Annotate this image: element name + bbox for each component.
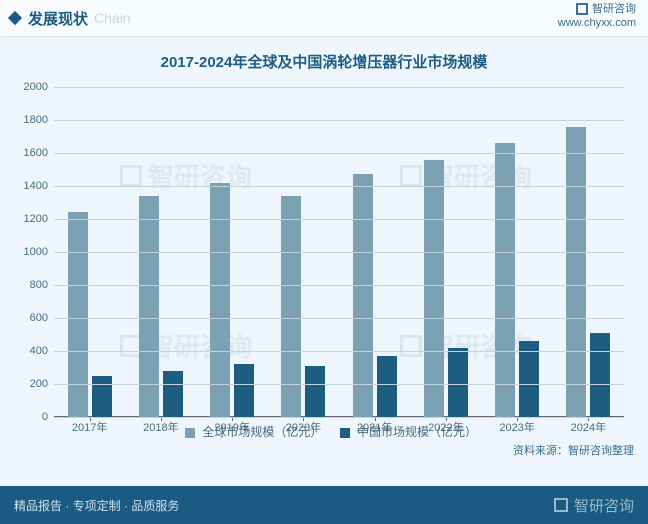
y-axis-label: 600 xyxy=(16,312,48,324)
bar xyxy=(305,366,325,417)
bar xyxy=(210,183,230,417)
brand-name: 智研咨询 xyxy=(592,2,636,16)
y-axis-label: 800 xyxy=(16,279,48,291)
grid-line xyxy=(54,285,624,286)
bar xyxy=(424,160,444,417)
grid-line xyxy=(54,417,624,418)
header-bar: 发展现状 Chain 智研咨询 www.chyxx.com xyxy=(0,0,648,36)
y-axis-label: 2000 xyxy=(16,81,48,93)
header-diamond-icon xyxy=(8,11,22,25)
source-text: 资料来源：智研咨询整理 xyxy=(513,442,634,458)
y-axis-label: 400 xyxy=(16,345,48,357)
footer-logo-icon xyxy=(554,498,568,512)
chart-container: 2017-2024年全球及中国涡轮增压器行业市场规模 智研咨询 智研咨询 智研咨… xyxy=(0,36,648,486)
grid-line xyxy=(54,384,624,385)
bar xyxy=(353,174,373,417)
footer-bar: 精品报告 · 专项定制 · 品质服务 智研咨询 xyxy=(0,486,648,524)
footer-logo-text: 智研咨询 xyxy=(574,495,634,516)
grid-line xyxy=(54,252,624,253)
brand-icon xyxy=(576,3,588,15)
bar xyxy=(68,212,88,417)
legend-swatch-china xyxy=(340,428,350,438)
grid-line xyxy=(54,87,624,88)
y-axis-label: 1200 xyxy=(16,213,48,225)
bar xyxy=(377,356,397,417)
grid-line xyxy=(54,351,624,352)
y-axis-label: 200 xyxy=(16,378,48,390)
legend-label-china: 中国市场规模（亿元） xyxy=(357,425,477,439)
legend: 全球市场规模（亿元） 中国市场规模（亿元） xyxy=(0,423,648,440)
y-axis-label: 1400 xyxy=(16,180,48,192)
y-axis-label: 1600 xyxy=(16,147,48,159)
y-axis-label: 0 xyxy=(16,411,48,423)
bar xyxy=(163,371,183,417)
grid-line xyxy=(54,219,624,220)
bar xyxy=(92,376,112,417)
grid-line xyxy=(54,186,624,187)
header-subtitle: Chain xyxy=(94,10,131,26)
brand-url: www.chyxx.com xyxy=(558,16,636,30)
grid-line xyxy=(54,318,624,319)
grid-line xyxy=(54,153,624,154)
legend-swatch-global xyxy=(185,428,195,438)
chart-title: 2017-2024年全球及中国涡轮增压器行业市场规模 xyxy=(0,37,648,72)
header-title: 发展现状 xyxy=(28,8,88,29)
grid-line xyxy=(54,120,624,121)
bar xyxy=(495,143,515,417)
brand-block: 智研咨询 www.chyxx.com xyxy=(558,2,636,31)
bar xyxy=(590,333,610,417)
bar xyxy=(448,348,468,417)
bar xyxy=(519,341,539,417)
legend-label-global: 全球市场规模（亿元） xyxy=(202,425,322,439)
footer-logo: 智研咨询 xyxy=(554,495,634,516)
plot-area: 2017年2018年2019年2020年2021年2022年2023年2024年… xyxy=(54,87,624,417)
bar xyxy=(234,364,254,417)
y-axis-label: 1800 xyxy=(16,114,48,126)
y-axis-label: 1000 xyxy=(16,246,48,258)
footer-text: 精品报告 · 专项定制 · 品质服务 xyxy=(14,497,179,514)
bar xyxy=(566,127,586,417)
